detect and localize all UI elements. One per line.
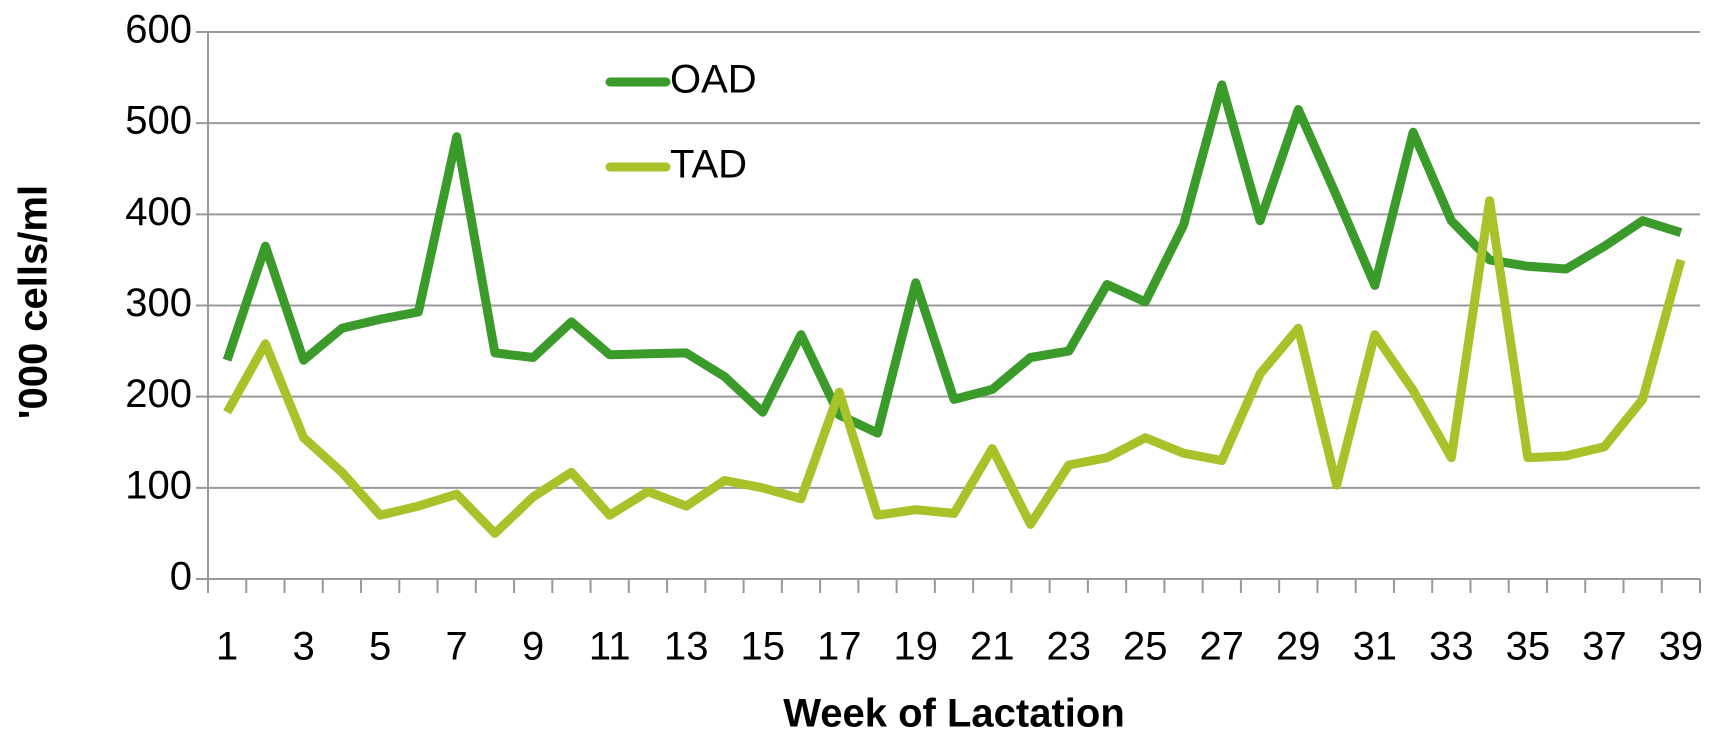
x-tick-label: 3 (293, 625, 315, 669)
x-tick-label: 27 (1200, 625, 1245, 669)
legend-label: OAD (670, 58, 757, 102)
x-tick-label: 35 (1506, 625, 1551, 669)
x-tick-label: 25 (1123, 625, 1168, 669)
line (222, 80, 1683, 438)
y-axis-title: '000 cells/ml (12, 185, 56, 419)
legend-label: TAD (670, 143, 747, 187)
x-tick-label: 31 (1353, 625, 1398, 669)
x-tick-label: 39 (1659, 625, 1704, 669)
x-tick-label: 21 (970, 625, 1015, 669)
y-tick-label: 300 (125, 281, 192, 325)
y-tick-label: 500 (125, 99, 192, 143)
x-tick-label: 11 (589, 625, 631, 669)
y-tick-label: 600 (125, 8, 192, 52)
x-tick-label: 23 (1047, 625, 1092, 669)
y-tick-label: 100 (125, 463, 192, 507)
line (223, 196, 1686, 538)
x-tick-label: 13 (664, 625, 709, 669)
x-axis-title: Week of Lactation (783, 692, 1125, 736)
x-tick-label: 15 (740, 625, 785, 669)
x-tick-label: 9 (522, 625, 544, 669)
x-tick-label: 19 (893, 625, 938, 669)
x-tick-label: 5 (369, 625, 391, 669)
y-tick-label: 0 (170, 555, 192, 599)
x-tick-label: 1 (216, 625, 238, 669)
x-tick-label: 17 (817, 625, 862, 669)
x-tick-label: 37 (1582, 625, 1627, 669)
x-tick-label: 29 (1276, 625, 1321, 669)
x-tick-label: 33 (1429, 625, 1474, 669)
x-tick-label: 7 (446, 625, 468, 669)
y-tick-label: 400 (125, 190, 192, 234)
y-tick-label: 200 (125, 372, 192, 416)
